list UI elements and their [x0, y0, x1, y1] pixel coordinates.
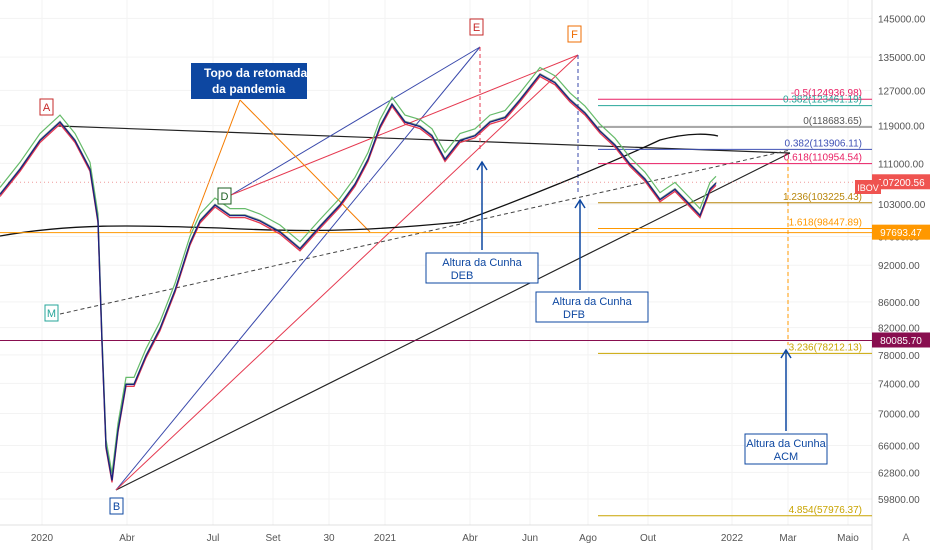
wedge-line	[230, 54, 579, 196]
y-tick-label: 92000.00	[878, 261, 920, 272]
x-axis: 2020 Abr Jul Set 30 2021 Abr Jun Ago Out 2022 Mar Ma…	[31, 533, 859, 544]
x-tick-label: 30	[323, 533, 335, 544]
annotation-dfb-line1: Altura da Cunha	[552, 296, 632, 308]
wedge-line	[115, 152, 791, 491]
price-tag-label: 80085.70	[880, 336, 922, 347]
wave-label-a: A	[39, 98, 54, 116]
y-tick-label: 82000.00	[878, 324, 920, 335]
wave-label-b-text: B	[113, 501, 120, 513]
wedge-line	[115, 46, 481, 491]
wave-label-m: M	[44, 304, 59, 322]
price-tag-label: 97693.47	[880, 228, 922, 239]
wave-label-f-text: F	[571, 29, 578, 41]
annotation-deb-line2: DEB	[451, 270, 474, 282]
x-tick-label: Abr	[462, 533, 478, 544]
fib-level-label: 1.236(103225.43)	[783, 192, 862, 203]
x-tick-label: Out	[640, 533, 656, 544]
symbol-tag: IBOV	[855, 180, 881, 194]
y-tick-label: 103000.00	[878, 200, 926, 211]
price-tag-label: 107200.56	[877, 178, 925, 189]
auto-scale-button[interactable]: A	[902, 532, 910, 544]
fib-level-label: 0.618(110954.54)	[784, 153, 862, 164]
fib-level-label: -0.5(124936.98)	[791, 88, 862, 99]
y-tick-label: 66000.00	[878, 441, 920, 452]
y-tick-label: 119000.00	[878, 122, 925, 133]
y-tick-label: 59800.00	[878, 495, 920, 506]
annotation-topo-line2: da pandemia	[212, 82, 286, 96]
wave-label-m-text: M	[47, 308, 56, 320]
price-tags: 107200.56 97693.47 80085.70	[872, 174, 930, 348]
y-tick-label: 74000.00	[878, 379, 920, 390]
wave-label-e: E	[469, 18, 484, 36]
x-tick-label: Mar	[779, 533, 797, 544]
annotation-deb: Altura da Cunha DEB	[425, 252, 539, 284]
wedge-line	[189, 99, 241, 233]
arrow-acm-head	[780, 348, 792, 359]
symbol-tag-text: IBOV	[857, 183, 879, 193]
wedge-line	[59, 149, 791, 315]
wedge-line	[239, 99, 371, 233]
annotation-deb-box	[425, 252, 539, 284]
wedge-line	[230, 46, 481, 196]
arrow-deb-head	[476, 160, 488, 171]
annotation-topo: Topo da retomada da pandemia	[191, 63, 307, 99]
price-tag-box	[872, 332, 930, 348]
y-tick-label: 86000.00	[878, 298, 920, 309]
fib-level-label: 0.382(123461.19)	[783, 95, 862, 106]
arrows	[476, 160, 792, 431]
x-tick-label: Jun	[522, 533, 538, 544]
wave-label-d: D	[217, 187, 232, 205]
y-tick-label: 127000.00	[878, 86, 926, 97]
moving-average-blue	[0, 73, 717, 481]
y-tick-label: 62800.00	[878, 468, 920, 479]
wave-label-b: B	[109, 497, 124, 515]
x-tick-label: Maio	[837, 533, 859, 544]
price-series	[0, 66, 717, 483]
y-tick-label: 78000.00	[878, 351, 920, 362]
price-tag-box	[872, 174, 930, 190]
annotation-topo-line1: Topo da retomada	[204, 66, 307, 80]
fib-level-label: 0(118683.65)	[803, 116, 862, 127]
x-tick-label: 2021	[374, 533, 397, 544]
fib-level-label: 0.382(113906.11)	[785, 138, 862, 149]
x-tick-label: Ago	[579, 533, 597, 544]
annotation-topo-box	[191, 63, 307, 99]
annotation-deb-line1: Altura da Cunha	[442, 257, 522, 269]
y-tick-label: 135000.00	[878, 53, 926, 64]
x-tick-label: 2022	[721, 533, 744, 544]
fib-level-label: 3.236(78212.13)	[789, 342, 862, 353]
y-tick-label: 145000.00	[878, 14, 926, 25]
wave-label-e-text: E	[473, 22, 480, 34]
auto-scale-button-text: A	[902, 532, 910, 544]
moving-average-long	[0, 133, 719, 237]
x-tick-label: Jul	[207, 533, 220, 544]
fib-levels: -0.5(124936.98)0.382(123461.19) 0(118683.…	[0, 88, 872, 517]
wave-label-f: F	[567, 25, 582, 43]
fib-level-label: 1.618(98447.89)	[789, 217, 862, 228]
moving-average-green	[0, 66, 717, 474]
annotation-acm: Altura da Cunha ACM	[744, 433, 828, 465]
wave-label-a-text: A	[43, 102, 51, 114]
wedge-line	[57, 125, 791, 154]
wedge-lines	[0, 46, 791, 491]
wedge-line	[115, 54, 579, 491]
annotation-dfb: Altura da Cunha DFB	[535, 291, 649, 323]
annotation-dfb-line2: DFB	[563, 309, 585, 321]
x-tick-label: 2020	[31, 533, 54, 544]
x-tick-label: Abr	[119, 533, 135, 544]
y-tick-label: 111000.00	[878, 159, 924, 170]
price-tag-box	[872, 224, 930, 240]
annotation-acm-line1: Altura da Cunha	[746, 438, 826, 450]
annotation-acm-line2: ACM	[774, 451, 798, 463]
grid	[0, 0, 872, 525]
y-axis: 145000.00 135000.00 127000.00 119000.00 1110…	[878, 14, 926, 506]
fib-level-label: 4.854(57976.37)	[789, 505, 862, 516]
x-tick-label: Set	[265, 533, 280, 544]
annotation-dfb-box	[535, 291, 649, 323]
arrow-dfb-head	[574, 198, 586, 209]
y-tick-label: 70000.00	[878, 410, 920, 421]
wave-label-d-text: D	[221, 191, 229, 203]
annotation-acm-box	[744, 433, 828, 465]
